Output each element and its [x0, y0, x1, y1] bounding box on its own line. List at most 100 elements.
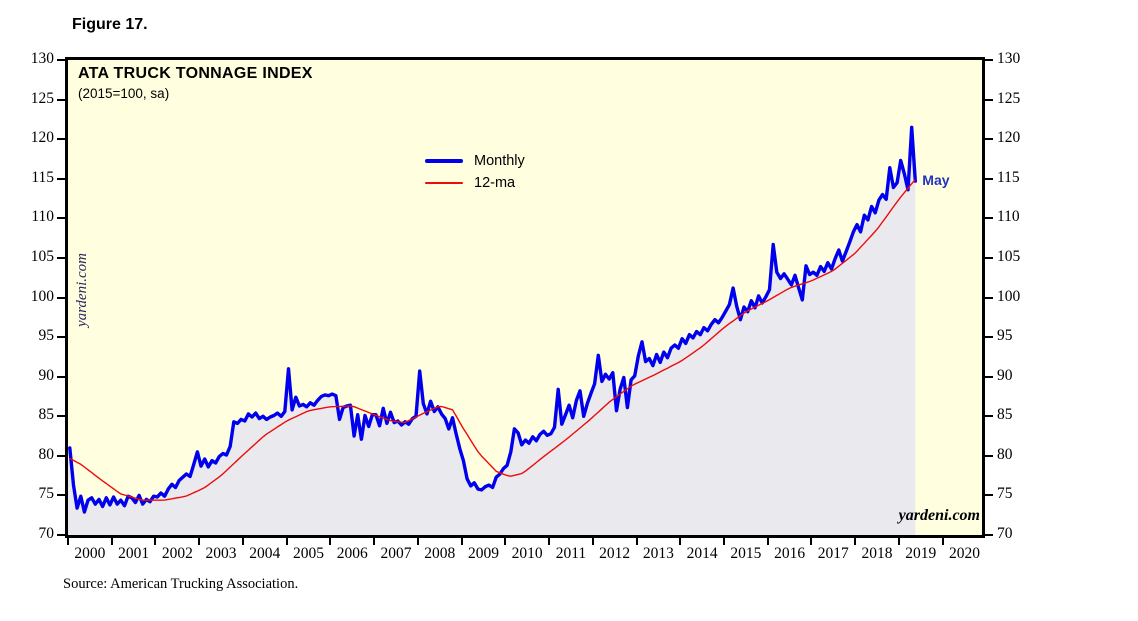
- x-axis-tick: [548, 538, 551, 545]
- y-axis-label-right: 110: [997, 208, 1020, 226]
- watermark-bottom-right: yardeni.com: [898, 507, 980, 524]
- y-axis-label-left: 105: [30, 247, 54, 265]
- twelve-ma-line: [69, 179, 916, 501]
- y-axis-tick-right: [985, 177, 993, 180]
- x-axis-year-label: 2002: [161, 545, 193, 562]
- y-axis-tick-right: [985, 256, 993, 259]
- x-axis-tick: [67, 538, 69, 545]
- x-axis-year-label: 2001: [118, 545, 150, 562]
- y-axis-tick-right: [985, 336, 993, 339]
- y-axis-label-right: 70: [997, 525, 1013, 542]
- y-axis-tick-left: [57, 59, 65, 61]
- chart-subtitle: (2015=100, sa): [78, 86, 170, 101]
- y-axis-label-left: 95: [38, 327, 55, 345]
- legend-item-monthly: Monthly: [425, 150, 525, 172]
- x-axis-year-label: 2009: [467, 545, 499, 562]
- y-axis-tick-right: [985, 296, 993, 299]
- y-axis-label-right: 75: [997, 485, 1013, 503]
- x-axis-tick: [110, 538, 113, 545]
- y-axis-label-left: 80: [38, 445, 55, 463]
- y-axis-tick-right: [985, 98, 993, 101]
- x-axis-year-label: 2004: [249, 545, 281, 562]
- y-axis-tick-left: [57, 98, 65, 101]
- x-axis-tick: [941, 538, 944, 545]
- y-axis-label-right: 85: [997, 406, 1013, 424]
- y-axis-tick-right: [985, 59, 993, 61]
- x-axis-tick: [373, 538, 376, 545]
- figure-label: Figure 17.: [72, 16, 148, 33]
- chart-plot-area: ATA TRUCK TONNAGE INDEX (2015=100, sa): [65, 57, 985, 538]
- y-axis-tick-right: [985, 415, 993, 418]
- y-axis-tick-left: [57, 256, 65, 259]
- chart-title: ATA TRUCK TONNAGE INDEX: [78, 65, 313, 82]
- x-axis-year-label: 2007: [380, 545, 412, 562]
- y-axis-tick-right: [985, 375, 993, 378]
- x-axis-tick: [766, 538, 769, 545]
- y-axis-label-left: 125: [30, 89, 54, 107]
- x-axis-tick: [722, 538, 725, 545]
- y-axis-label-right: 115: [997, 168, 1020, 186]
- legend-label: 12-ma: [474, 175, 516, 191]
- x-axis-year-label: 2015: [730, 545, 762, 562]
- y-axis-label-right: 100: [997, 287, 1021, 305]
- y-axis-label-right: 90: [997, 366, 1013, 384]
- watermark-left-vertical: yardeni.com: [74, 253, 90, 328]
- x-axis-tick: [329, 538, 332, 545]
- monthly-line: [68, 125, 917, 514]
- y-axis-label-left: 75: [38, 485, 55, 503]
- y-axis-label-right: 120: [997, 129, 1021, 147]
- y-axis-tick-left: [57, 336, 65, 339]
- y-axis-tick-left: [57, 534, 65, 536]
- x-axis-tick: [241, 538, 244, 545]
- y-axis-tick-left: [57, 217, 65, 220]
- y-axis-label-left: 85: [38, 406, 55, 424]
- last-point-annotation: May: [922, 172, 950, 189]
- x-axis-tick: [810, 538, 813, 545]
- x-axis-year-label: 2017: [817, 545, 849, 562]
- x-axis-tick: [897, 538, 900, 545]
- x-axis-year-label: 2013: [642, 545, 674, 562]
- x-axis-year-label: 2008: [424, 545, 456, 562]
- y-axis-label-left: 130: [30, 50, 54, 67]
- y-axis-label-left: 110: [31, 208, 54, 226]
- y-axis-label-right: 130: [997, 50, 1021, 67]
- y-axis-label-right: 105: [997, 247, 1021, 265]
- source-note: Source: American Trucking Association.: [63, 576, 299, 592]
- legend-line-swatch: [425, 182, 463, 184]
- x-axis-year-label: 2019: [905, 545, 937, 562]
- legend: Monthly 12-ma: [425, 150, 525, 194]
- y-axis-tick-left: [57, 296, 65, 299]
- x-axis-year-label: 2018: [861, 545, 893, 562]
- y-axis-label-left: 100: [30, 287, 54, 305]
- x-axis-tick: [854, 538, 857, 545]
- y-axis-label-right: 95: [997, 327, 1013, 345]
- y-axis-tick-left: [57, 494, 65, 497]
- area-under-monthly-line: [68, 127, 916, 535]
- y-axis-tick-right: [985, 534, 993, 536]
- x-axis-tick: [285, 538, 288, 545]
- y-axis-label-left: 120: [30, 129, 54, 147]
- x-axis-year-label: 2020: [949, 545, 980, 562]
- x-axis-tick: [591, 538, 594, 545]
- x-axis-tick: [504, 538, 507, 545]
- x-axis-year-label: 2014: [686, 545, 718, 562]
- x-axis-tick: [198, 538, 201, 545]
- y-axis-label-left: 70: [38, 525, 55, 542]
- x-axis-tick: [154, 538, 157, 545]
- y-axis-label-left: 90: [38, 366, 55, 384]
- x-axis-tick: [679, 538, 682, 545]
- x-axis-tick: [460, 538, 463, 545]
- y-axis-label-right: 80: [997, 445, 1013, 463]
- x-axis-year-label: 2010: [511, 545, 543, 562]
- y-axis-tick-left: [57, 177, 65, 180]
- y-axis-tick-left: [57, 454, 65, 457]
- y-axis-tick-right: [985, 138, 993, 141]
- x-axis-year-label: 2000: [74, 545, 106, 562]
- x-axis-year-label: 2006: [336, 545, 368, 562]
- x-axis-year-label: 2003: [205, 545, 237, 562]
- x-axis-tick: [635, 538, 638, 545]
- y-axis-label-left: 115: [31, 168, 54, 186]
- y-axis-label-right: 125: [997, 89, 1021, 107]
- y-axis-tick-right: [985, 217, 993, 220]
